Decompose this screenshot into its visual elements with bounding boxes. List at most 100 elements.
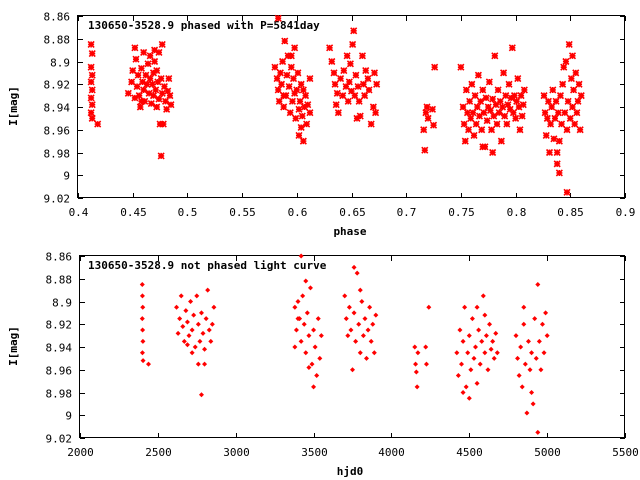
- data-point: [135, 92, 143, 100]
- data-point: [275, 97, 283, 105]
- data-point: [368, 338, 374, 344]
- data-point: [557, 120, 566, 128]
- data-point: [281, 37, 289, 45]
- x-tick-label: 0.75: [448, 206, 475, 219]
- data-point: [575, 80, 583, 88]
- data-point: [330, 69, 338, 77]
- data-point: [519, 384, 525, 390]
- data-point: [301, 321, 307, 327]
- data-point: [346, 304, 352, 310]
- data-point: [191, 312, 197, 318]
- data-point: [297, 123, 305, 132]
- data-point: [280, 92, 288, 100]
- data-point: [455, 372, 461, 378]
- data-point: [277, 80, 286, 88]
- data-point: [148, 80, 156, 88]
- data-point: [138, 78, 147, 86]
- data-point: [317, 355, 323, 361]
- x-tick-label: 5500: [612, 446, 639, 459]
- data-point: [188, 299, 194, 304]
- data-point: [541, 350, 547, 356]
- data-point: [489, 148, 497, 157]
- data-point: [306, 364, 312, 370]
- y-axis-label: I[mag]: [7, 326, 20, 366]
- data-point: [555, 169, 563, 177]
- data-point: [356, 112, 364, 120]
- data-point: [529, 350, 535, 356]
- data-point: [140, 86, 148, 94]
- data-point: [124, 89, 132, 97]
- data-point: [483, 333, 489, 339]
- data-point: [471, 92, 479, 100]
- data-point: [461, 137, 469, 145]
- data-point: [289, 74, 298, 83]
- data-point: [372, 109, 380, 117]
- data-point: [151, 57, 159, 66]
- data-point: [495, 109, 503, 117]
- data-point: [131, 44, 139, 52]
- data-point: [515, 355, 521, 361]
- data-point: [183, 308, 189, 314]
- data-point: [139, 316, 145, 322]
- data-point: [177, 316, 183, 322]
- data-point: [158, 40, 166, 49]
- data-point: [549, 86, 557, 94]
- data-point: [198, 310, 204, 316]
- data-point: [457, 63, 465, 71]
- data-point: [159, 120, 167, 128]
- data-point: [367, 304, 373, 310]
- data-point: [88, 86, 96, 94]
- data-point: [139, 281, 145, 287]
- data-point: [295, 316, 301, 322]
- data-point: [424, 114, 432, 122]
- y-tick-label: 9.02: [44, 193, 71, 206]
- data-point: [153, 103, 161, 111]
- data-point: [466, 395, 472, 401]
- data-point: [180, 324, 186, 330]
- y-tick-label: 8.94: [46, 342, 73, 355]
- data-point: [137, 97, 146, 105]
- data-point: [276, 69, 284, 77]
- x-tick-label: 0.6: [288, 206, 308, 219]
- data-point: [478, 126, 486, 134]
- data-point: [423, 344, 429, 350]
- data-point: [415, 350, 421, 356]
- x-tick-label: 2500: [145, 446, 172, 459]
- axis-ticks: 0.4 0.45 0.5 0.55 0.6 0.65 0.7 0.75 0.8 0.85 0.9 8.…: [44, 11, 636, 220]
- data-point: [519, 101, 527, 109]
- plot-frame: [79, 255, 625, 438]
- data-point: [87, 94, 95, 102]
- chart-title: 130650-3528.9 not phased light curve: [88, 259, 327, 272]
- data-point: [520, 86, 528, 94]
- data-point: [357, 287, 363, 293]
- data-point: [570, 86, 578, 94]
- data-point: [426, 304, 432, 310]
- data-point: [373, 80, 381, 88]
- data-point: [137, 64, 146, 72]
- data-point: [362, 67, 370, 75]
- data-point: [413, 361, 419, 367]
- data-point: [284, 52, 292, 60]
- data-point: [203, 316, 209, 322]
- data-point: [309, 361, 315, 367]
- data-point: [561, 109, 569, 117]
- data-point: [154, 78, 162, 86]
- data-point: [139, 350, 145, 356]
- x-axis-label: hjd0: [337, 465, 364, 478]
- data-point: [469, 316, 475, 322]
- data-point: [487, 126, 496, 134]
- data-point: [158, 89, 166, 97]
- data-point: [287, 52, 295, 60]
- data-point: [331, 80, 339, 88]
- data-point: [307, 285, 313, 291]
- data-point: [536, 338, 542, 344]
- data-point: [87, 63, 95, 71]
- data-point: [294, 69, 302, 77]
- data-point: [535, 281, 541, 287]
- data-point: [315, 316, 321, 322]
- data-point: [131, 94, 139, 102]
- data-point: [479, 338, 485, 344]
- y-tick-label: 9: [63, 170, 70, 183]
- data-point: [288, 97, 296, 105]
- data-point: [141, 97, 149, 105]
